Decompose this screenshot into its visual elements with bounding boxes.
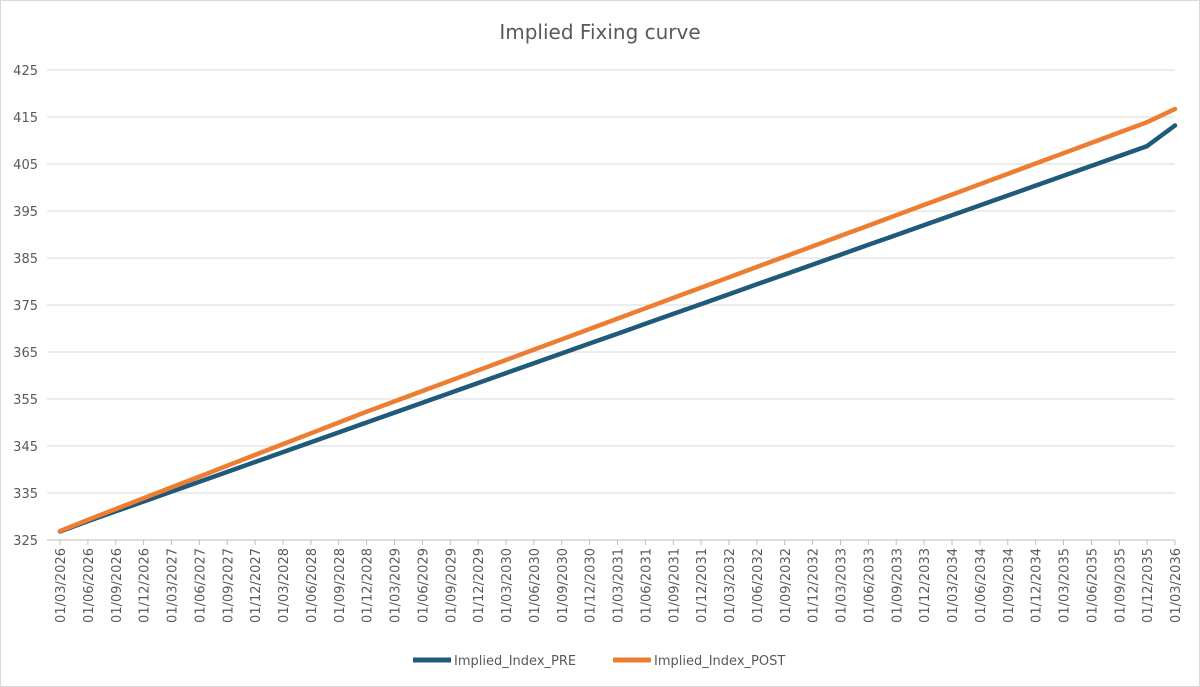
x-tick-label: 01/03/2030: [500, 548, 515, 623]
x-axis: 01/03/2026 01/06/2026 01/09/2026 01/12/2026…: [54, 540, 1184, 623]
plot-area: [57, 106, 1178, 534]
x-tick-label: 01/06/2029: [416, 548, 431, 623]
x-tick-label: 01/03/2033: [835, 548, 850, 623]
y-tick-label: 425: [13, 64, 38, 79]
x-tick-label: 01/09/2026: [110, 548, 125, 623]
x-tick-label: 01/09/2034: [1002, 548, 1017, 623]
y-axis: 325 335 345 355 365 375 385 395 405 415 425: [13, 64, 38, 549]
x-tick-label: 01/03/2026: [54, 548, 69, 623]
series-line-pre: [57, 123, 1178, 534]
x-tick-label: 01/12/2030: [584, 548, 599, 623]
x-tick-label: 01/06/2033: [862, 548, 877, 623]
x-tick-label: 01/12/2035: [1141, 548, 1156, 623]
y-tick-label: 415: [13, 111, 38, 126]
y-tick-label: 365: [13, 346, 38, 361]
x-tick-label: 01/12/2026: [138, 548, 153, 623]
x-tick-label: 01/03/2028: [277, 548, 292, 623]
x-tick-label: 01/12/2034: [1030, 548, 1045, 623]
legend-label-post: Implied_Index_POST: [654, 654, 785, 669]
x-tick-label: 01/06/2032: [751, 548, 766, 623]
series-line-post: [57, 106, 1178, 534]
chart-title: Implied Fixing curve: [499, 20, 700, 44]
y-tick-label: 385: [13, 252, 38, 267]
x-tick-label: 01/03/2032: [723, 548, 738, 623]
x-tick-label: 01/12/2029: [472, 548, 487, 623]
y-tick-label: 335: [13, 487, 38, 502]
x-tick-label: 01/06/2031: [639, 548, 654, 623]
x-tick-label: 01/06/2035: [1085, 548, 1100, 623]
x-tick-label: 01/12/2032: [807, 548, 822, 623]
x-tick-label: 01/06/2027: [193, 548, 208, 623]
y-tick-label: 355: [13, 393, 38, 408]
legend-label-pre: Implied_Index_PRE: [454, 654, 576, 669]
x-tick-label: 01/12/2031: [695, 548, 710, 623]
x-tick-label: 01/09/2029: [444, 548, 459, 623]
x-tick-label: 01/06/2026: [82, 548, 97, 623]
x-tick-label: 01/09/2035: [1113, 548, 1128, 623]
x-tick-label: 01/09/2028: [333, 548, 348, 623]
legend: Implied_Index_PRE Implied_Index_POST: [413, 654, 785, 669]
x-tick-label: 01/03/2036: [1169, 548, 1184, 623]
x-tick-label: 01/06/2034: [974, 548, 989, 623]
x-tick-label: 01/03/2031: [612, 548, 627, 623]
y-tick-label: 405: [13, 158, 38, 173]
y-tick-label: 375: [13, 299, 38, 314]
x-tick-label: 01/12/2028: [361, 548, 376, 623]
x-tick-label: 01/09/2032: [779, 548, 794, 623]
y-tick-label: 345: [13, 440, 38, 455]
y-tick-label: 395: [13, 205, 38, 220]
x-tick-label: 01/12/2033: [918, 548, 933, 623]
x-tick-label: 01/09/2027: [221, 548, 236, 623]
gridlines: [47, 69, 1175, 541]
x-tick-label: 01/06/2028: [305, 548, 320, 623]
x-tick-label: 01/03/2035: [1058, 548, 1073, 623]
x-tick-label: 01/06/2030: [528, 548, 543, 623]
x-tick-label: 01/09/2033: [890, 548, 905, 623]
x-tick-label: 01/03/2034: [946, 548, 961, 623]
x-tick-label: 01/03/2029: [389, 548, 404, 623]
x-tick-label: 01/09/2031: [667, 548, 682, 623]
x-tick-label: 01/12/2027: [249, 548, 264, 623]
y-tick-label: 325: [13, 534, 38, 549]
x-tick-label: 01/09/2030: [556, 548, 571, 623]
x-tick-label: 01/03/2027: [166, 548, 181, 623]
